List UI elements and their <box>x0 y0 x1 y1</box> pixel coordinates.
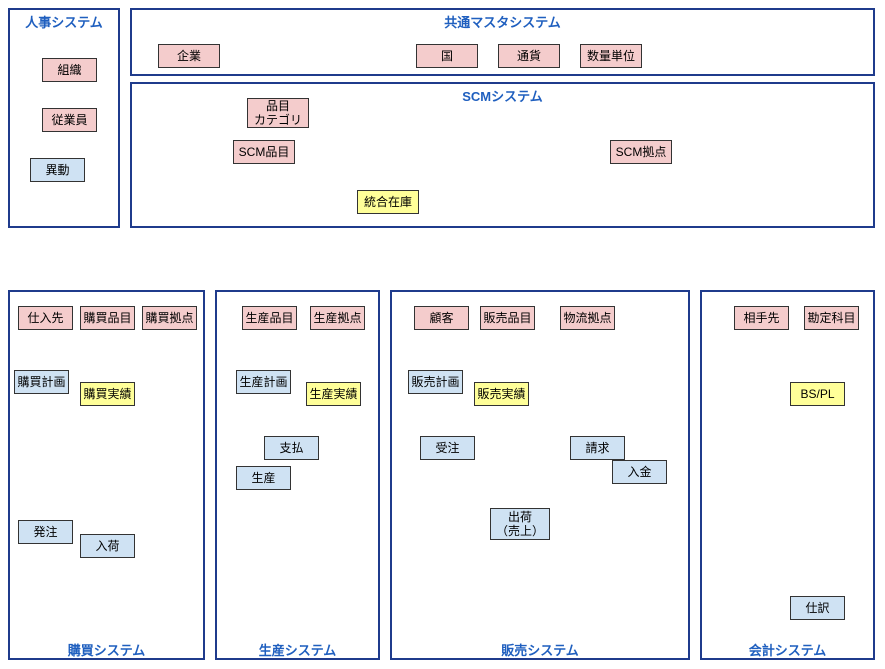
node-p_item: 購買品目 <box>80 306 135 330</box>
node-s_order: 受注 <box>420 436 475 460</box>
node-customer: 顧客 <box>414 306 469 330</box>
node-ship: 出荷 （売上） <box>490 508 550 540</box>
node-org: 組織 <box>42 58 97 82</box>
node-employee: 従業員 <box>42 108 97 132</box>
node-pr_plan: 生産計画 <box>236 370 291 394</box>
node-p_actual: 購買実績 <box>80 382 135 406</box>
node-scm_item: SCM品目 <box>233 140 295 164</box>
node-pr_actual: 生産実績 <box>306 382 361 406</box>
system-title-scm: SCMシステム <box>130 86 875 105</box>
system-title-master: 共通マスタシステム <box>130 12 875 31</box>
node-qty_unit: 数量単位 <box>580 44 642 68</box>
node-transfer: 異動 <box>30 158 85 182</box>
node-inv: 統合在庫 <box>357 190 419 214</box>
node-item_cat: 品目 カテゴリ <box>247 98 309 128</box>
node-account: 勘定科目 <box>804 306 859 330</box>
system-purchase <box>8 290 205 660</box>
system-title-hr: 人事システム <box>8 12 120 31</box>
node-bspl: BS/PL <box>790 382 845 406</box>
node-supplier: 仕入先 <box>18 306 73 330</box>
node-p_plan: 購買計画 <box>14 370 69 394</box>
node-partner: 相手先 <box>734 306 789 330</box>
node-journal: 仕訳 <box>790 596 845 620</box>
node-currency: 通貨 <box>498 44 560 68</box>
node-s_actual: 販売実績 <box>474 382 529 406</box>
system-title-accounting: 会計システム <box>700 640 875 659</box>
node-logi_base: 物流拠点 <box>560 306 615 330</box>
node-s_item: 販売品目 <box>480 306 535 330</box>
node-produce: 生産 <box>236 466 291 490</box>
node-receipt: 入荷 <box>80 534 135 558</box>
node-payment: 支払 <box>264 436 319 460</box>
node-order: 発注 <box>18 520 73 544</box>
node-pr_base: 生産拠点 <box>310 306 365 330</box>
node-s_plan: 販売計画 <box>408 370 463 394</box>
system-title-sales: 販売システム <box>390 640 690 659</box>
node-country: 国 <box>416 44 478 68</box>
node-p_base: 購買拠点 <box>142 306 197 330</box>
node-invoice: 請求 <box>570 436 625 460</box>
node-company: 企業 <box>158 44 220 68</box>
node-pr_item: 生産品目 <box>242 306 297 330</box>
system-accounting <box>700 290 875 660</box>
node-deposit: 入金 <box>612 460 667 484</box>
system-title-purchase: 購買システム <box>8 640 205 659</box>
node-scm_base: SCM拠点 <box>610 140 672 164</box>
system-title-production: 生産システム <box>215 640 380 659</box>
